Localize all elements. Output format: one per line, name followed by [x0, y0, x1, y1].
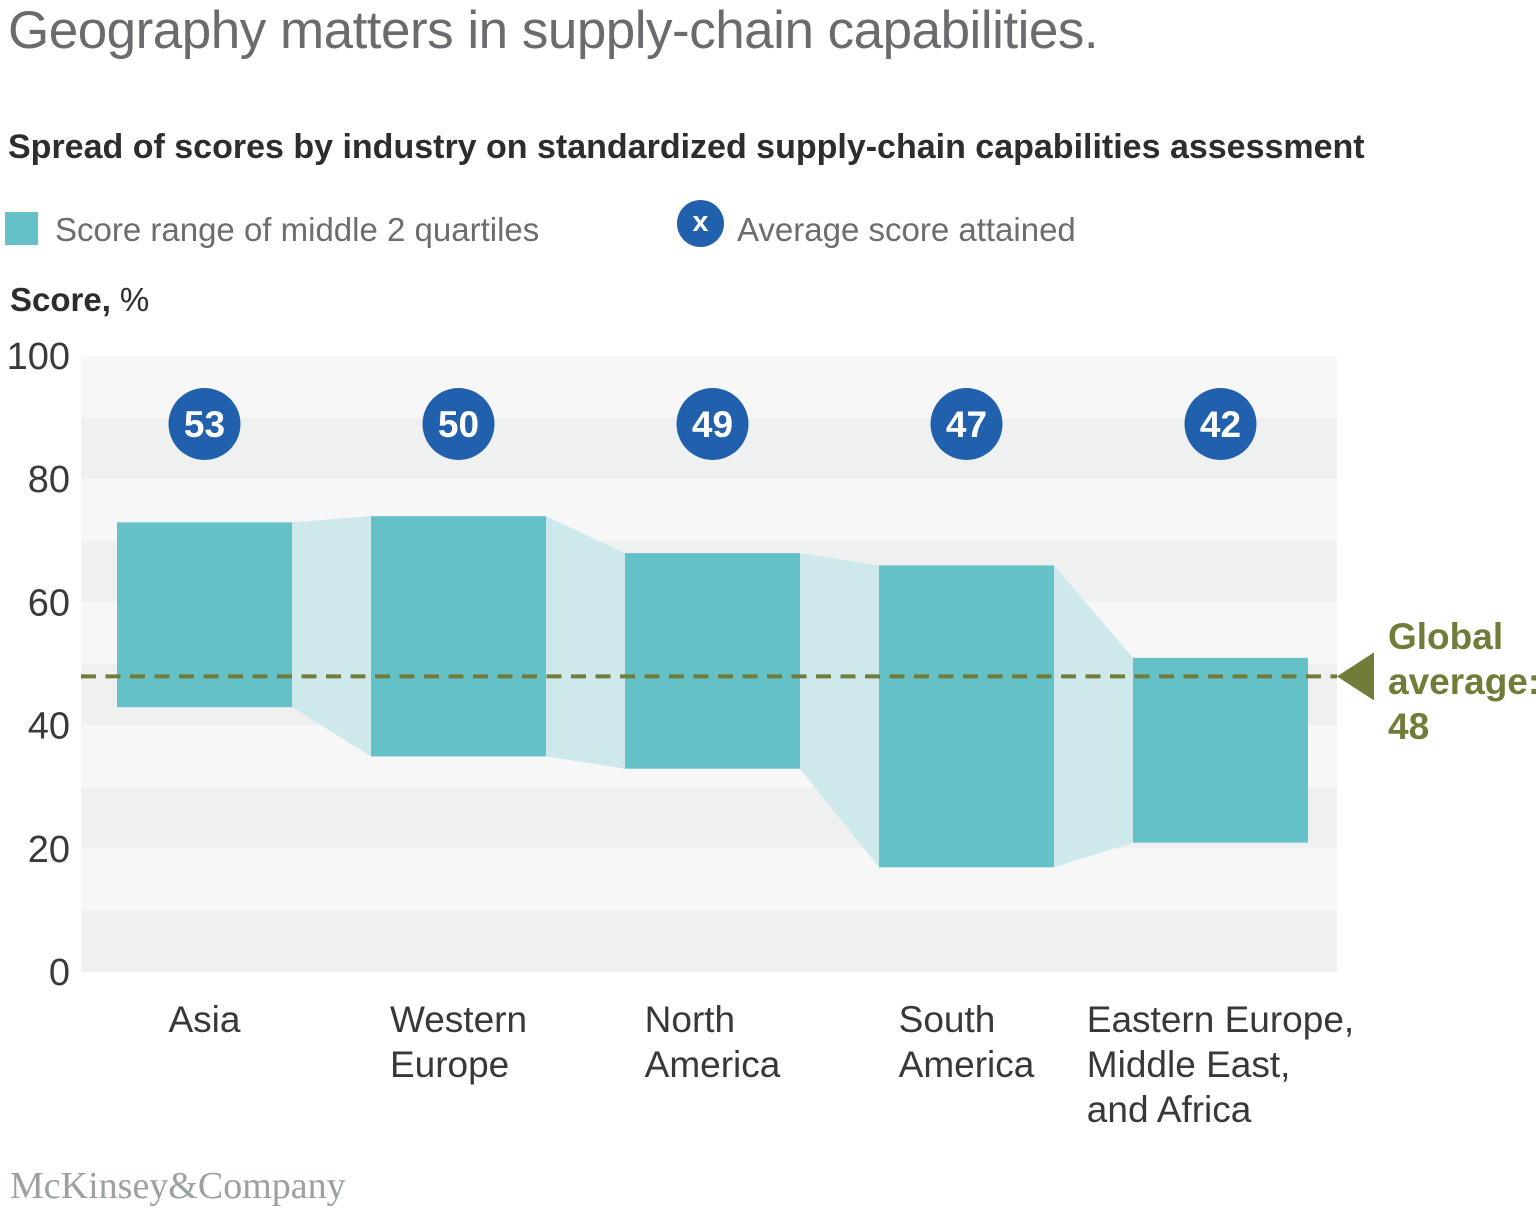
mckinsey-logo: McKinsey&Company — [10, 1165, 346, 1207]
quartile-range-bar — [625, 553, 800, 769]
average-score-marker — [168, 388, 241, 460]
y-tick-label: 0 — [49, 952, 70, 994]
quartile-range-bar — [879, 565, 1054, 868]
average-score-value: 47 — [946, 404, 987, 445]
quartile-connector — [292, 516, 371, 757]
y-tick-label: 40 — [28, 706, 70, 748]
chart-subtitle: Spread of scores by industry on standard… — [8, 128, 1365, 166]
grid-band — [81, 910, 1337, 972]
category-label: Asia — [168, 999, 241, 1040]
range-swatch-icon — [5, 212, 38, 245]
y-tick-label: 100 — [7, 336, 70, 378]
quartile-connector — [546, 516, 625, 769]
category-label: Western Europe — [389, 999, 528, 1085]
average-score-marker — [676, 388, 749, 460]
y-axis-title-text: Score, — [10, 281, 111, 318]
global-average-arrow-icon — [1337, 652, 1374, 701]
average-score-value: 49 — [692, 404, 733, 445]
quartile-range-bar — [1133, 657, 1308, 843]
category-label: South America — [898, 999, 1035, 1085]
grid-band — [81, 848, 1337, 911]
category-label: North America — [644, 999, 781, 1085]
y-tick-label: 80 — [28, 459, 70, 501]
y-tick-label: 60 — [28, 582, 70, 624]
legend-label-range: Score range of middle 2 quartiles — [55, 211, 540, 248]
quartile-connector — [1054, 565, 1133, 868]
average-score-value: 50 — [438, 404, 479, 445]
y-tick-label: 20 — [28, 829, 70, 871]
average-score-value: 42 — [1200, 404, 1241, 445]
y-axis-title: Score,% — [10, 281, 149, 319]
y-axis-unit: % — [119, 281, 150, 318]
global-average-label: Global average: 48 — [1388, 616, 1536, 747]
average-score-marker — [930, 388, 1003, 460]
quartile-connector — [800, 553, 879, 868]
average-score-value: 53 — [184, 404, 225, 445]
average-score-marker — [422, 388, 495, 460]
average-x-icon: x — [677, 200, 724, 247]
average-score-marker — [1184, 388, 1257, 460]
category-label: Eastern Europe, Middle East, and Africa — [1086, 999, 1355, 1130]
quartile-range-bar — [117, 522, 292, 708]
page-title: Geography matters in supply-chain capabi… — [8, 1, 1099, 60]
legend-label-average: Average score attained — [737, 211, 1076, 248]
quartile-range-bar — [371, 516, 546, 757]
